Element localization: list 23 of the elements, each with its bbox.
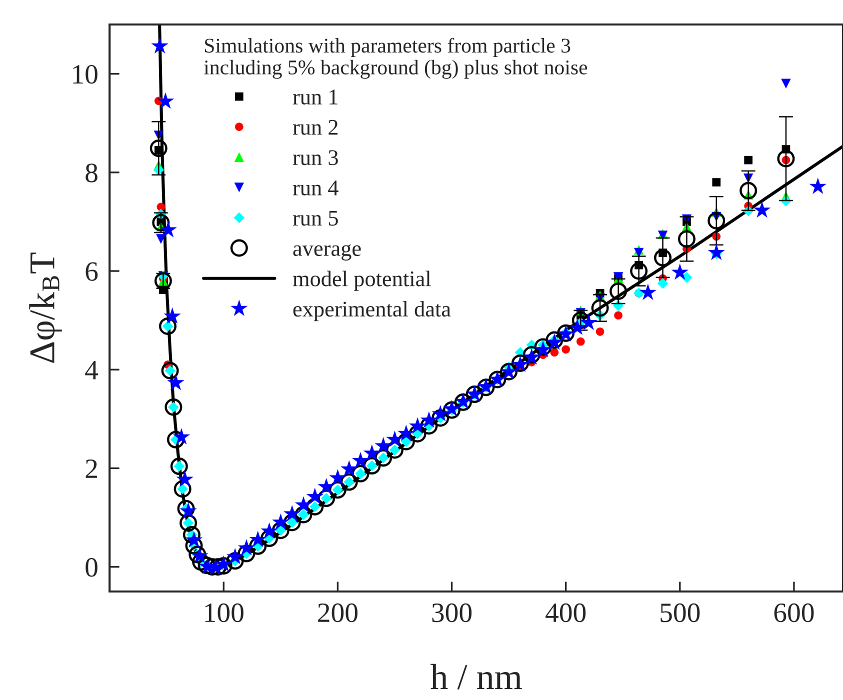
legend-label: model potential [292,270,431,291]
y-tick-label: 4 [85,360,98,380]
legend-label: run 2 [292,120,338,135]
y-tick-label: 0 [86,558,98,577]
legend-label: run 4 [292,180,338,196]
legend-title: Simulations with parameters from particle 3 including 5% background (bg) plus shot noise [204,38,588,79]
y-tick-label: 8 [86,164,98,182]
y-axis-title: Δφ/k$_{B}$T [29,252,62,363]
x-tick-label: 400 [546,603,586,622]
y-tick-label: 10 [73,64,98,84]
y-tick-label: 6 [86,262,98,281]
legend-label: experimental data [293,300,451,322]
x-tick-label: 200 [318,603,358,622]
x-tick-label: 500 [660,603,700,622]
y-tick-label: 2 [86,459,97,478]
x-tick-label: 600 [774,603,814,622]
legend-label: run 3 [292,150,338,166]
x-axis-title: h / nm [430,664,522,690]
legend-label: average [293,244,361,261]
legend-label: run 5 [292,210,338,226]
x-tick-label: 300 [432,603,472,622]
x-tick-label: 100 [205,603,244,622]
legend-label: run 1 [292,90,338,105]
